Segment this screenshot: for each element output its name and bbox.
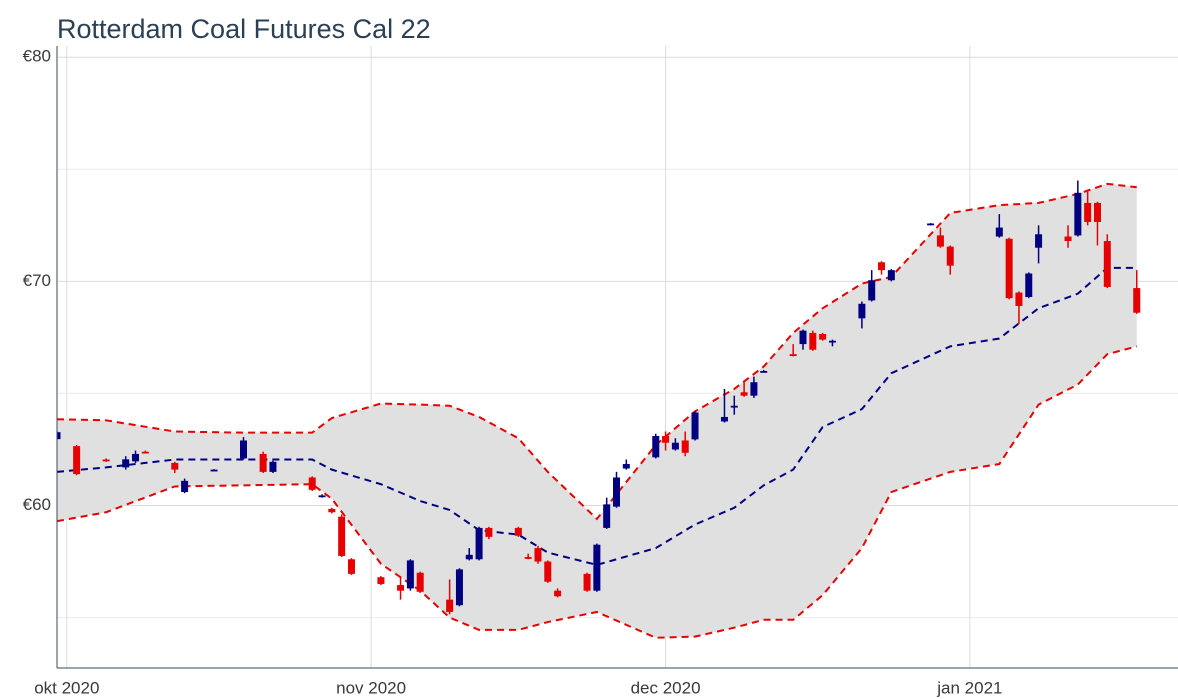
y-tick-label: €60: [23, 495, 51, 514]
candle-body: [377, 577, 385, 584]
candle-body: [730, 405, 738, 408]
candle-body: [132, 453, 140, 462]
axes: €60 €70 €80 okt 2020 nov 2020 dec 2020 jan 202…: [23, 46, 1178, 697]
middle-band-line: [57, 266, 1137, 566]
candle-body: [936, 235, 944, 247]
candle-body: [603, 504, 611, 528]
candle-body: [750, 382, 758, 396]
candle-body: [1084, 202, 1092, 222]
candle-body: [259, 453, 267, 472]
candle-body: [102, 459, 110, 462]
candle-body: [485, 527, 493, 537]
candle-body: [1103, 241, 1111, 287]
y-tick-label: €80: [23, 47, 51, 66]
candle-body: [1074, 192, 1082, 236]
x-tick-label: okt 2020: [34, 678, 99, 697]
candle-body: [760, 371, 768, 373]
y-tick-label: €70: [23, 271, 51, 290]
chart-title: Rotterdam Coal Futures Cal 22: [57, 14, 431, 44]
candle-body: [328, 508, 336, 513]
candle-body: [397, 585, 405, 591]
candle-body: [671, 442, 679, 450]
candle-body: [338, 516, 346, 556]
lower-band-line: [57, 345, 1137, 639]
candle-body: [720, 416, 728, 422]
x-tick-label: dec 2020: [631, 678, 701, 697]
candle-body: [858, 303, 866, 319]
plot-area: [57, 180, 1141, 639]
candle-body: [887, 270, 895, 281]
candle-body: [662, 436, 670, 443]
candle-body: [1025, 273, 1033, 298]
candle-body: [652, 436, 660, 458]
candle-body: [583, 573, 591, 591]
upper-band-line: [57, 182, 1137, 521]
candle-body: [691, 412, 699, 440]
band-area: [57, 183, 1137, 638]
candle-body: [819, 334, 827, 340]
candle-body: [799, 330, 807, 345]
candle-body: [995, 227, 1003, 237]
x-tick-label: jan 2021: [936, 678, 1002, 697]
candle-body: [544, 561, 552, 582]
candle-body: [475, 527, 483, 560]
candle-body: [406, 560, 414, 589]
candle-body: [613, 477, 620, 507]
candle-body: [308, 477, 316, 490]
candle-body: [1005, 238, 1013, 299]
candle-body: [789, 354, 797, 356]
candle-body: [318, 495, 326, 498]
candle-body: [57, 432, 61, 440]
x-tick-label: nov 2020: [336, 678, 406, 697]
candle-body: [122, 459, 130, 468]
candle-body: [809, 332, 817, 350]
candle-body: [181, 480, 189, 493]
candle-body: [269, 461, 277, 472]
candle-body: [593, 544, 601, 591]
candle-body: [828, 340, 836, 343]
candle-body: [534, 548, 542, 562]
candle-body: [240, 440, 247, 459]
candle-body: [927, 223, 935, 226]
candle-body: [141, 451, 149, 454]
candle-body: [446, 599, 454, 612]
candle-body: [210, 469, 218, 472]
candle-body: [1064, 236, 1072, 242]
candle-body: [416, 572, 424, 592]
grid: [57, 46, 1178, 668]
candle-body: [514, 527, 522, 536]
candle-body: [1093, 202, 1101, 222]
candle-body: [1015, 292, 1023, 307]
candle-body: [878, 262, 886, 271]
candle-body: [1133, 288, 1141, 313]
candle-body: [347, 559, 355, 574]
candle-body: [524, 557, 532, 559]
candle-body: [622, 464, 630, 469]
candle-body: [681, 440, 689, 453]
candle-body: [73, 446, 81, 475]
candle-body: [465, 554, 473, 560]
candle-body: [171, 462, 179, 470]
candle-body: [554, 590, 562, 597]
candle-body: [740, 392, 748, 396]
candle-body: [1035, 234, 1043, 248]
candle-body: [868, 280, 876, 301]
candle-body: [946, 246, 954, 266]
candle-body: [455, 569, 463, 606]
